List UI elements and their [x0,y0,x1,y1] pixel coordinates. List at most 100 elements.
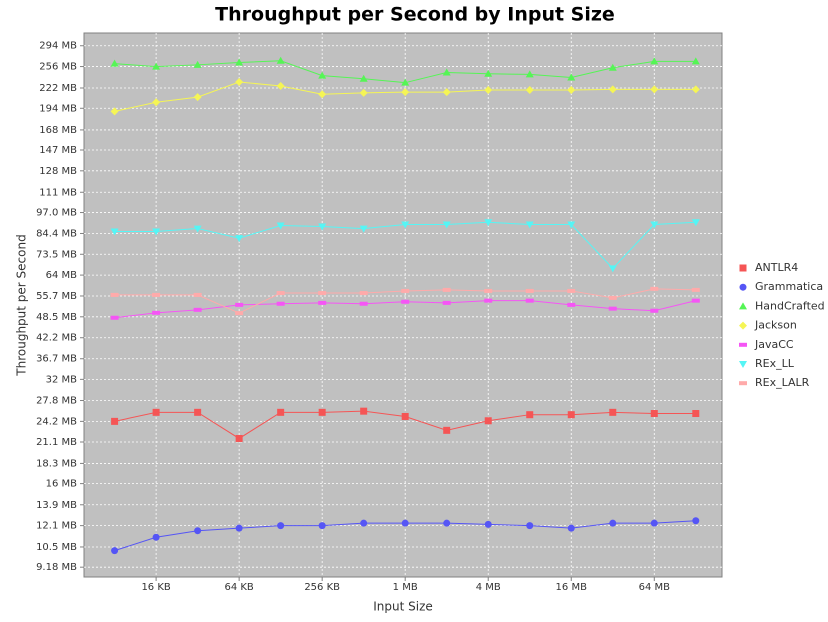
x-axis-label: Input Size [373,600,433,614]
marker [193,225,202,233]
marker [567,302,576,307]
marker [484,219,493,227]
y-tick-label: 73.5 MB [36,249,77,260]
marker [525,288,534,293]
y-tick-label: 21.1 MB [36,437,77,448]
marker [650,221,659,229]
legend-label: Jackson [754,319,797,332]
marker [193,307,202,312]
marker [111,547,119,555]
marker [235,235,244,243]
plot-area [83,32,723,578]
marker [277,408,285,416]
marker [484,298,493,303]
marker [608,295,617,300]
y-tick-label: 128 MB [39,166,77,177]
marker [235,58,244,66]
y-tick-label: 36.7 MB [36,354,77,365]
x-tick-label: 1 MB [393,582,418,593]
y-tick-label: 111 MB [39,187,77,198]
legend-label: REx_LL [755,357,795,370]
marker [152,62,161,70]
marker [650,519,658,527]
y-tick-label: 55.7 MB [36,291,77,302]
marker [401,288,410,293]
marker [318,291,327,296]
marker [152,228,161,236]
marker [110,107,119,116]
marker [110,315,119,320]
marker [401,412,409,420]
marker [318,408,326,416]
marker [110,228,119,236]
legend-marker [739,302,747,310]
marker [401,221,410,229]
marker [359,301,368,306]
marker [525,221,534,229]
marker [567,288,576,293]
marker [525,298,534,303]
y-tick-label: 10.5 MB [36,542,77,553]
marker [318,522,326,530]
marker [691,219,700,227]
marker [235,311,244,316]
marker [567,86,576,95]
marker [359,225,368,233]
marker [525,70,534,78]
y-tick-label: 16 MB [46,479,78,490]
marker [608,265,617,273]
marker [442,68,451,76]
legend-label: ANTLR4 [755,261,798,274]
marker [276,222,285,230]
y-tick-label: 9.18 MB [36,562,77,573]
y-tick-label: 32 MB [46,374,78,385]
marker [691,287,700,292]
marker [152,98,161,107]
marker [691,85,700,94]
marker [567,221,576,229]
marker [360,519,368,527]
chart-title: Throughput per Second by Input Size [215,4,615,26]
y-tick-label: 194 MB [39,103,77,114]
marker [691,57,700,65]
x-tick-label: 4 MB [476,582,501,593]
y-tick-label: 222 MB [39,83,77,94]
marker [567,524,575,532]
marker [110,59,119,67]
marker [650,57,659,65]
marker [442,287,451,292]
marker [525,86,534,95]
x-tick-label: 64 KB [224,582,253,593]
marker [401,78,410,86]
x-tick-label: 16 KB [141,582,170,593]
y-tick-label: 64 MB [46,270,78,281]
marker [318,300,327,305]
legend-label: REx_LALR [755,376,810,389]
marker [401,519,409,527]
marker [609,519,617,527]
legend-label: Grammatica [755,280,823,293]
y-tick-label: 147 MB [39,145,77,156]
legend-marker [739,283,747,291]
marker [650,286,659,291]
marker [650,308,659,313]
marker [484,288,493,293]
marker [650,410,658,418]
marker [235,78,244,87]
marker [567,73,576,81]
legend-label: JavaCC [754,338,794,351]
marker [443,426,451,434]
marker [193,292,202,297]
y-tick-label: 97.0 MB [36,208,77,219]
marker [318,71,327,79]
legend-marker [739,342,747,347]
marker [484,69,493,77]
marker [526,522,534,530]
y-axis-label: Throughput per Second [15,234,29,376]
marker [193,93,202,102]
marker [401,88,410,97]
marker [152,292,161,297]
marker [650,85,659,94]
marker [692,410,700,418]
